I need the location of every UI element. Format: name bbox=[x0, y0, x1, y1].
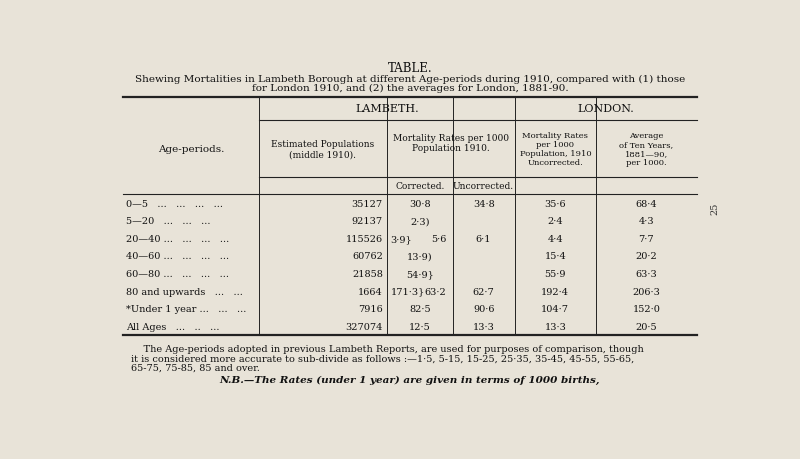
Text: 327074: 327074 bbox=[346, 322, 383, 331]
Text: 62·7: 62·7 bbox=[473, 287, 494, 296]
Text: 7·7: 7·7 bbox=[638, 235, 654, 243]
Text: LAMBETH.: LAMBETH. bbox=[355, 104, 418, 114]
Text: The Age-periods adopted in previous Lambeth Reports, are used for purposes of co: The Age-periods adopted in previous Lamb… bbox=[131, 345, 644, 354]
Text: 115526: 115526 bbox=[346, 235, 383, 243]
Text: 1664: 1664 bbox=[358, 287, 383, 296]
Text: Average
of Ten Years,
1881—90,
per 1000.: Average of Ten Years, 1881—90, per 1000. bbox=[619, 131, 674, 167]
Text: 2·3): 2·3) bbox=[410, 217, 430, 226]
Text: 20·2: 20·2 bbox=[635, 252, 658, 261]
Text: 2·4: 2·4 bbox=[547, 217, 563, 226]
Text: 152·0: 152·0 bbox=[633, 305, 660, 313]
Text: 171·3}: 171·3} bbox=[390, 287, 425, 296]
Text: 20·5: 20·5 bbox=[635, 322, 657, 331]
Text: 192·4: 192·4 bbox=[542, 287, 570, 296]
Text: 63·3: 63·3 bbox=[635, 269, 658, 279]
Text: Uncorrected.: Uncorrected. bbox=[453, 182, 514, 191]
Text: 7916: 7916 bbox=[358, 305, 383, 313]
Text: Mortality Rates
per 1000
Population, 1910
Uncorrected.: Mortality Rates per 1000 Population, 191… bbox=[519, 131, 591, 167]
Text: 5—20   ...   ...   ...: 5—20 ... ... ... bbox=[126, 217, 210, 226]
Text: 90·6: 90·6 bbox=[473, 305, 494, 313]
Text: 65-75, 75-85, 85 and over.: 65-75, 75-85, 85 and over. bbox=[131, 363, 260, 372]
Text: 12·5: 12·5 bbox=[409, 322, 430, 331]
Text: 6·1: 6·1 bbox=[476, 235, 491, 243]
Text: 20—40 ...   ...   ...   ...: 20—40 ... ... ... ... bbox=[126, 235, 229, 243]
Text: Corrected.: Corrected. bbox=[395, 182, 444, 191]
Text: 25: 25 bbox=[710, 202, 719, 215]
Text: Mortality Rates per 1000
Population 1910.: Mortality Rates per 1000 Population 1910… bbox=[393, 134, 509, 153]
Text: 92137: 92137 bbox=[352, 217, 383, 226]
Text: 80 and upwards   ...   ...: 80 and upwards ... ... bbox=[126, 287, 242, 296]
Text: 30·8: 30·8 bbox=[409, 199, 430, 208]
Text: N.B.—The Rates (under 1 year) are given in terms of 1000 births,: N.B.—The Rates (under 1 year) are given … bbox=[220, 375, 600, 384]
Text: 40—60 ...   ...   ...   ...: 40—60 ... ... ... ... bbox=[126, 252, 229, 261]
Text: TABLE.: TABLE. bbox=[388, 62, 432, 75]
Text: 68·4: 68·4 bbox=[635, 199, 657, 208]
Text: 63·2: 63·2 bbox=[425, 287, 446, 296]
Text: 4·4: 4·4 bbox=[547, 235, 563, 243]
Text: 13·9): 13·9) bbox=[407, 252, 433, 261]
Text: 0—5   ...   ...   ...   ...: 0—5 ... ... ... ... bbox=[126, 199, 222, 208]
Text: 3·9}: 3·9} bbox=[390, 235, 412, 243]
Text: LONDON.: LONDON. bbox=[578, 104, 634, 114]
Text: 55·9: 55·9 bbox=[545, 269, 566, 279]
Text: 206·3: 206·3 bbox=[633, 287, 660, 296]
Text: Estimated Populations
(middle 1910).: Estimated Populations (middle 1910). bbox=[271, 140, 374, 159]
Text: for London 1910, and (2) the averages for London, 1881-90.: for London 1910, and (2) the averages fo… bbox=[252, 84, 568, 93]
Text: 104·7: 104·7 bbox=[542, 305, 570, 313]
Text: Age-periods.: Age-periods. bbox=[158, 145, 224, 154]
Text: 82·5: 82·5 bbox=[409, 305, 430, 313]
Text: 13·3: 13·3 bbox=[544, 322, 566, 331]
Text: 5·6: 5·6 bbox=[431, 235, 446, 243]
Text: *Under 1 year ...   ...   ...: *Under 1 year ... ... ... bbox=[126, 305, 246, 313]
Text: 13·3: 13·3 bbox=[473, 322, 494, 331]
Text: Shewing Mortalities in Lambeth Borough at different Age-periods during 1910, com: Shewing Mortalities in Lambeth Borough a… bbox=[135, 75, 685, 84]
Text: 34·8: 34·8 bbox=[473, 199, 494, 208]
Text: 21858: 21858 bbox=[352, 269, 383, 279]
Text: it is considered more accurate to sub-divide as follows :—1·5, 5-15, 15-25, 25·3: it is considered more accurate to sub-di… bbox=[131, 354, 634, 363]
Text: 35·6: 35·6 bbox=[545, 199, 566, 208]
Text: 60—80 ...   ...   ...   ...: 60—80 ... ... ... ... bbox=[126, 269, 229, 279]
Text: All Ages   ...   ..   ...: All Ages ... .. ... bbox=[126, 322, 219, 331]
Text: 60762: 60762 bbox=[352, 252, 383, 261]
Text: 15·4: 15·4 bbox=[545, 252, 566, 261]
Text: 54·9}: 54·9} bbox=[406, 269, 434, 279]
Text: 35127: 35127 bbox=[352, 199, 383, 208]
Text: 4·3: 4·3 bbox=[638, 217, 654, 226]
